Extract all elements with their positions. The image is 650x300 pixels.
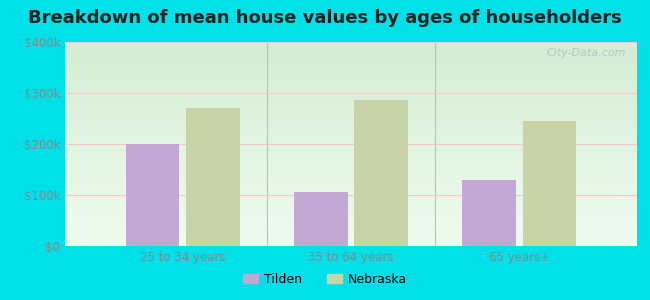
Bar <box>186 108 240 246</box>
Bar <box>294 193 348 246</box>
Bar <box>523 121 577 246</box>
Text: Breakdown of mean house values by ages of householders: Breakdown of mean house values by ages o… <box>28 9 622 27</box>
Bar <box>125 144 179 246</box>
Bar <box>354 100 408 246</box>
Bar <box>462 180 516 246</box>
Legend: Tilden, Nebraska: Tilden, Nebraska <box>238 268 412 291</box>
Text: City-Data.com: City-Data.com <box>546 48 625 58</box>
